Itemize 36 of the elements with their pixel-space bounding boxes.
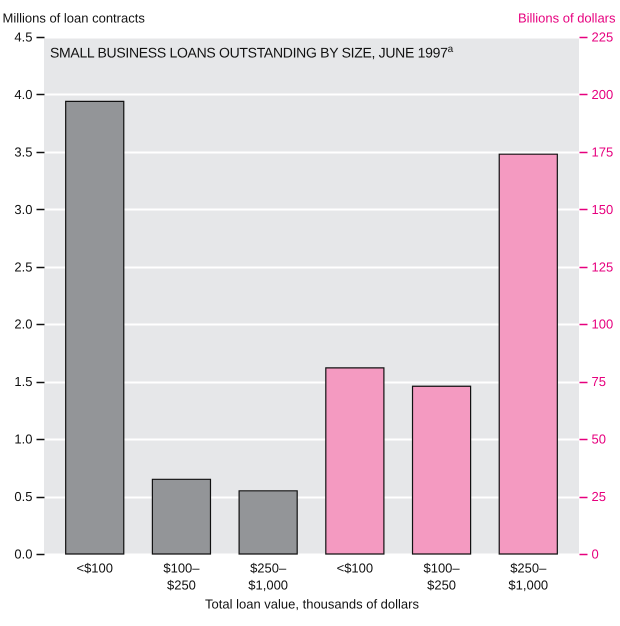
text: SMALL BUSINESS LOANS OUTSTANDING BY SIZE, JUNE 1997$^{a}$ (50, 44, 453, 61)
y2-tick-label: 175 (592, 144, 614, 160)
bar (152, 478, 212, 555)
y2-tick-label: 75 (592, 374, 606, 390)
x-tick-label: <$100 (76, 560, 113, 576)
bar (238, 490, 298, 555)
y-tick-label: 3.0 (14, 202, 32, 217)
y2-tick-label: 25 (592, 489, 606, 504)
x-tick-label: $100–$250 (163, 560, 200, 592)
x-tick-label: <$100 (336, 560, 374, 576)
y-tick-label: 2.0 (14, 316, 32, 332)
bar (412, 386, 472, 555)
y-tick-label: 4.5 (14, 30, 32, 44)
y2-tick-label: 225 (592, 30, 614, 44)
x-tick-label: $250–$1,000 (508, 560, 548, 592)
y-tick-label: 1.0 (14, 432, 32, 447)
bar (325, 367, 385, 555)
y-tick-label: 2.5 (14, 259, 32, 274)
y-tick-label: 0.0 (14, 546, 32, 562)
x-axis-title: Total loan value, thousands of dollars (205, 596, 420, 612)
y2-tick-label: 0 (592, 546, 599, 562)
y-tick-label: 1.5 (14, 374, 32, 390)
y2-tick-label: 100 (592, 316, 614, 332)
y-tick-label: 4.0 (14, 86, 32, 102)
bar (65, 100, 124, 555)
bar (498, 154, 558, 555)
y2-tick-label: 125 (592, 259, 614, 274)
y2-tick-label: 150 (592, 202, 614, 217)
y-tick-label: 3.5 (14, 144, 32, 160)
y2-tick-label: 50 (592, 432, 606, 447)
y2-axis-title: Billions of dollars (518, 10, 616, 26)
x-tick-label: $250–$1,000 (248, 560, 288, 592)
y-tick-label: 0.5 (14, 489, 32, 504)
y2-tick-label: 200 (592, 86, 614, 102)
x-tick-label: $100–$250 (423, 560, 460, 592)
y-axis-title: Millions of loan contracts (2, 10, 146, 26)
